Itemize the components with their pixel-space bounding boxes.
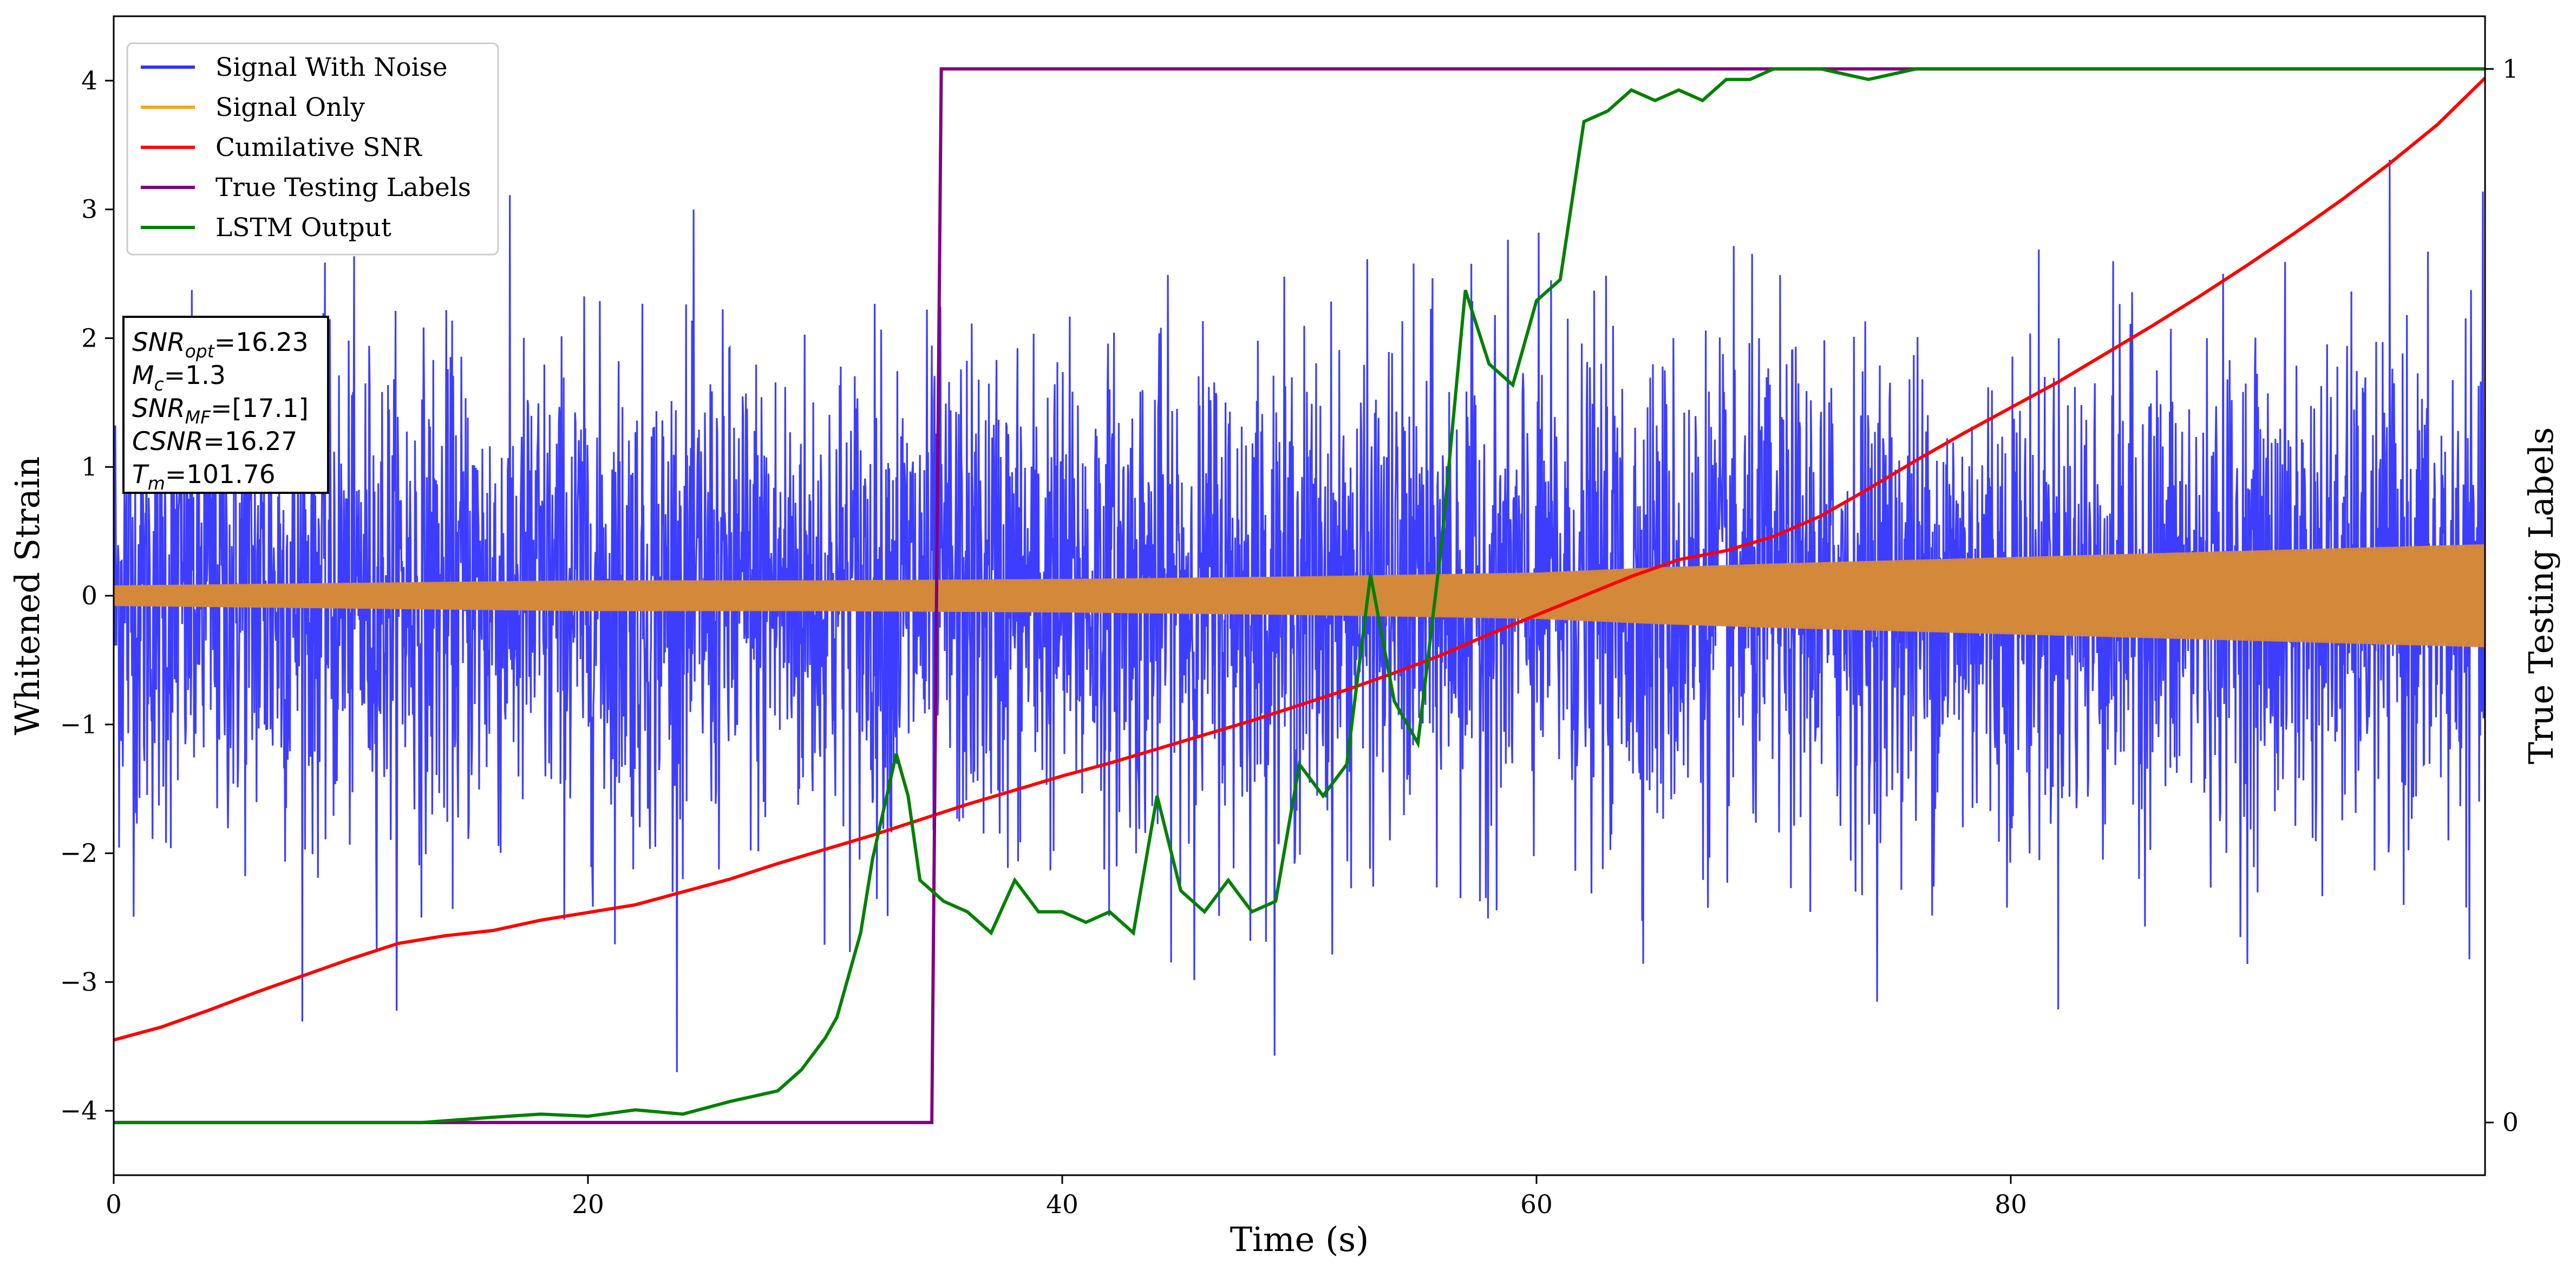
y-tick-label: −4 (60, 1096, 97, 1126)
info-line: Mc=1.3 (132, 361, 226, 395)
legend-label: Signal With Noise (215, 53, 448, 82)
info-box: SNRopt=16.23Mc=1.3SNRMF=[17.1]CSNR=16.27… (122, 316, 329, 494)
legend-label: Signal Only (215, 93, 365, 122)
x-axis-label: Time (s) (1230, 1220, 1369, 1259)
series-lstm-output (114, 67, 2485, 1124)
legend: Signal With Noise Signal Only Cumilative S… (126, 42, 499, 256)
info-line: SNRMF=[17.1] (132, 394, 309, 428)
x-tick-label: 20 (572, 1190, 604, 1220)
x-tick-label: 60 (1520, 1190, 1553, 1220)
series-signal-only (114, 544, 2485, 648)
legend-box (126, 42, 499, 256)
y2-tick-label: 1 (2502, 54, 2519, 84)
y2-tick-label: 0 (2502, 1108, 2519, 1138)
info-line: SNRopt=16.23 (132, 328, 309, 362)
series-layer (114, 67, 2485, 1124)
series-true-testing-labels (114, 67, 2485, 1124)
y2-axis-label: True Testing Labels (2521, 427, 2561, 765)
info-line: CSNR=16.27 (132, 427, 297, 457)
y-tick-label: −3 (60, 967, 97, 997)
y-tick-label: 3 (81, 195, 97, 225)
y-tick-label: 4 (81, 66, 97, 96)
x-tick-label: 40 (1046, 1190, 1078, 1220)
info-lines: SNRopt=16.23Mc=1.3SNRMF=[17.1]CSNR=16.27… (132, 328, 309, 494)
info-line: Tm=101.76 (132, 460, 276, 494)
x-tick-label: 80 (1995, 1190, 2027, 1220)
x-tick-label: 0 (106, 1190, 122, 1220)
legend-label: True Testing Labels (215, 173, 471, 203)
legend-entries: Signal With Noise Signal Only Cumilative S… (141, 53, 471, 243)
legend-label: LSTM Output (215, 213, 391, 243)
y-tick-label: −1 (60, 710, 97, 740)
y-axis-label: Whitened Strain (8, 457, 47, 735)
y-tick-label: 1 (81, 452, 97, 482)
y-tick-label: −2 (60, 839, 97, 869)
y-tick-label: 0 (81, 581, 97, 611)
series-cumilative-snr (114, 76, 2485, 1042)
legend-label: Cumilative SNR (215, 133, 422, 162)
info-box-frame (122, 316, 329, 494)
y-tick-label: 2 (81, 323, 97, 353)
